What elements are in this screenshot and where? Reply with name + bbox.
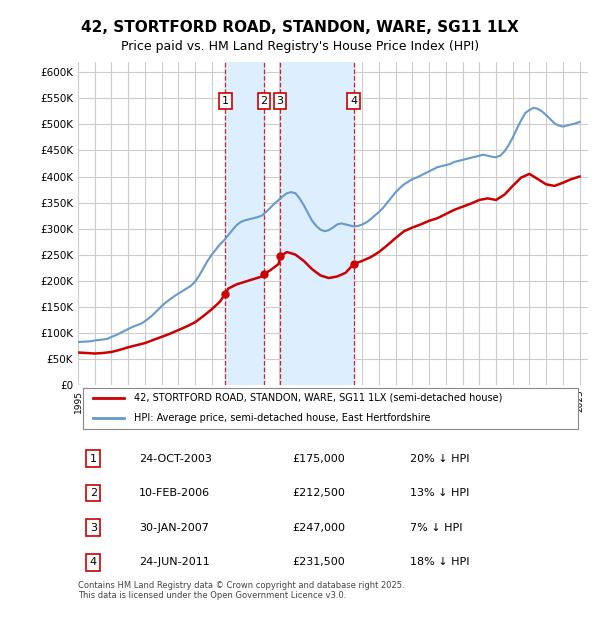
Text: £231,500: £231,500 <box>292 557 345 567</box>
Text: 1: 1 <box>222 95 229 106</box>
Text: 24-JUN-2011: 24-JUN-2011 <box>139 557 210 567</box>
Text: 7% ↓ HPI: 7% ↓ HPI <box>409 523 462 533</box>
Text: 4: 4 <box>350 95 357 106</box>
Text: 13% ↓ HPI: 13% ↓ HPI <box>409 488 469 498</box>
Text: £212,500: £212,500 <box>292 488 345 498</box>
Text: 4: 4 <box>90 557 97 567</box>
Text: 2: 2 <box>260 95 268 106</box>
Text: 20% ↓ HPI: 20% ↓ HPI <box>409 453 469 464</box>
FancyBboxPatch shape <box>83 388 578 428</box>
Text: 30-JAN-2007: 30-JAN-2007 <box>139 523 209 533</box>
Text: 24-OCT-2003: 24-OCT-2003 <box>139 453 212 464</box>
Text: 42, STORTFORD ROAD, STANDON, WARE, SG11 1LX: 42, STORTFORD ROAD, STANDON, WARE, SG11 … <box>81 20 519 35</box>
Bar <box>280 62 353 385</box>
Bar <box>226 62 264 385</box>
Text: Contains HM Land Registry data © Crown copyright and database right 2025.
This d: Contains HM Land Registry data © Crown c… <box>78 581 404 600</box>
Text: 2: 2 <box>90 488 97 498</box>
Text: 3: 3 <box>277 95 283 106</box>
Text: 42, STORTFORD ROAD, STANDON, WARE, SG11 1LX (semi-detached house): 42, STORTFORD ROAD, STANDON, WARE, SG11 … <box>134 392 502 402</box>
Text: 18% ↓ HPI: 18% ↓ HPI <box>409 557 469 567</box>
Text: 3: 3 <box>90 523 97 533</box>
Text: £175,000: £175,000 <box>292 453 345 464</box>
Text: Price paid vs. HM Land Registry's House Price Index (HPI): Price paid vs. HM Land Registry's House … <box>121 40 479 53</box>
Text: 10-FEB-2006: 10-FEB-2006 <box>139 488 211 498</box>
Text: HPI: Average price, semi-detached house, East Hertfordshire: HPI: Average price, semi-detached house,… <box>134 413 430 423</box>
Text: £247,000: £247,000 <box>292 523 345 533</box>
Text: 1: 1 <box>90 453 97 464</box>
